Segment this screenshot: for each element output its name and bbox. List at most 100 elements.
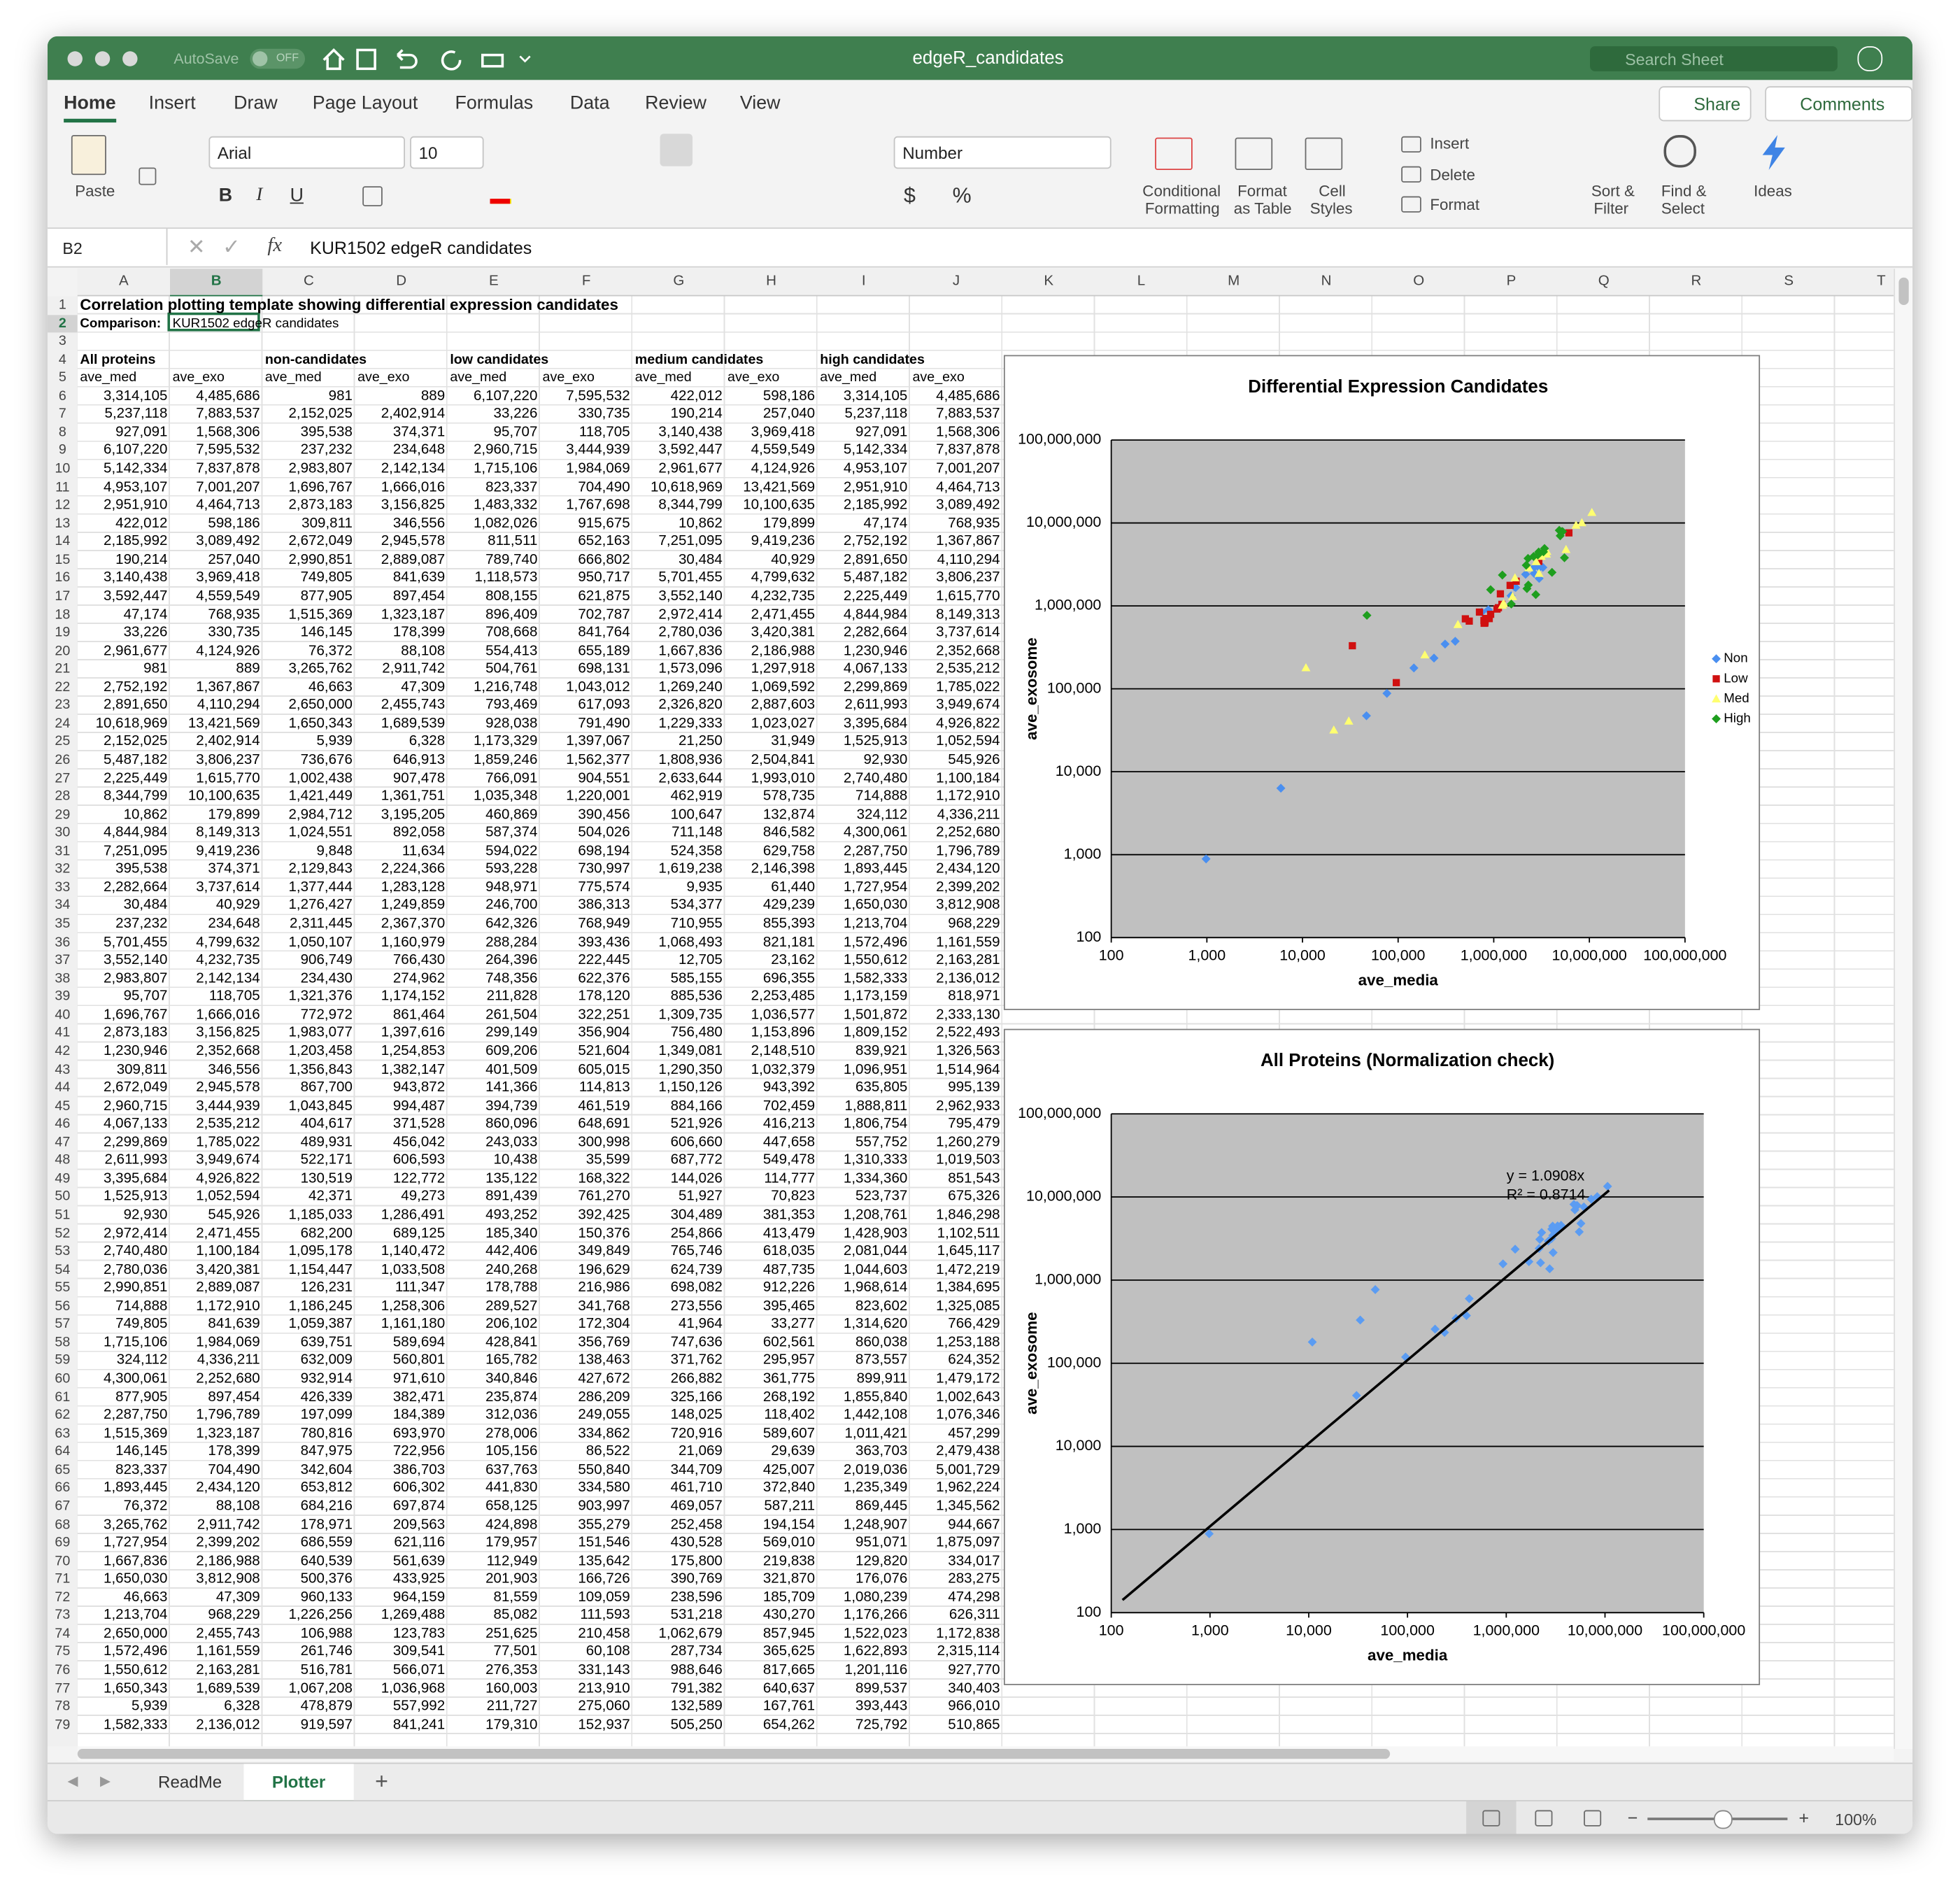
row-header[interactable]: 47 — [55, 1135, 71, 1150]
insert-icon[interactable] — [1401, 136, 1421, 153]
row-header[interactable]: 44 — [55, 1080, 71, 1096]
row-header[interactable]: 77 — [55, 1680, 71, 1696]
row-header[interactable]: 19 — [55, 625, 71, 641]
row-header[interactable]: 18 — [55, 607, 71, 623]
row-header[interactable]: 52 — [55, 1226, 71, 1241]
row-header[interactable]: 49 — [55, 1171, 71, 1186]
row-header[interactable]: 14 — [55, 534, 71, 549]
cell-styles-icon[interactable] — [1305, 137, 1343, 171]
row-header[interactable]: 46 — [55, 1116, 71, 1132]
row-header[interactable]: 31 — [55, 843, 71, 859]
row-header[interactable]: 68 — [55, 1517, 71, 1532]
row-header[interactable]: 73 — [55, 1608, 71, 1624]
row-header[interactable]: 24 — [55, 716, 71, 732]
share-button[interactable]: Share — [1659, 86, 1752, 122]
row-header[interactable]: 20 — [55, 643, 71, 659]
font-box[interactable]: Arial — [208, 136, 405, 169]
chart[interactable]: Differential Expression Candidates 100 1,0… — [1003, 355, 1761, 1010]
row-header[interactable]: 58 — [55, 1335, 71, 1350]
row-header[interactable]: 6 — [58, 388, 66, 404]
name-box[interactable]: B2 — [48, 229, 168, 265]
row-header[interactable]: 25 — [55, 734, 71, 750]
search-box[interactable]: Search Sheet — [1590, 46, 1838, 71]
bold-button[interactable]: B — [218, 185, 233, 206]
column-header[interactable]: C — [303, 274, 314, 289]
number-format-box[interactable]: Number — [893, 136, 1112, 169]
underline-button[interactable]: U — [290, 185, 304, 206]
sort-filter-label[interactable]: Filter — [1593, 199, 1629, 218]
row-header[interactable]: 16 — [55, 570, 71, 586]
zoom-in[interactable]: + — [1798, 1807, 1810, 1828]
row-header[interactable]: 66 — [55, 1480, 71, 1496]
close-button[interactable] — [67, 51, 83, 66]
row-header[interactable]: 42 — [55, 1044, 71, 1059]
row-header[interactable]: 32 — [55, 861, 71, 877]
font-color-icon[interactable] — [490, 199, 511, 204]
italic-button[interactable]: I — [256, 185, 263, 206]
row-header[interactable]: 2 — [47, 314, 78, 333]
column-header[interactable]: S — [1784, 274, 1794, 289]
horizontal-scrollbar[interactable] — [77, 1746, 1894, 1761]
row-header[interactable]: 78 — [55, 1699, 71, 1715]
format-as-table-icon[interactable] — [1235, 137, 1273, 171]
chart[interactable]: All Proteins (Normalization check) 100 1,0… — [1003, 1028, 1761, 1685]
row-header[interactable]: 55 — [55, 1280, 71, 1296]
row-header[interactable]: 53 — [55, 1244, 71, 1259]
row-header[interactable]: 57 — [55, 1317, 71, 1332]
column-header[interactable]: I — [861, 274, 866, 289]
row-header[interactable]: 29 — [55, 807, 71, 823]
row-header[interactable]: 50 — [55, 1189, 71, 1205]
page-layout-icon[interactable] — [1535, 1810, 1553, 1827]
column-header[interactable]: R — [1691, 274, 1702, 289]
redo-icon[interactable] — [441, 50, 462, 71]
row-header[interactable]: 13 — [55, 516, 71, 531]
row-header[interactable]: 76 — [55, 1662, 71, 1678]
vertical-scrollbar[interactable] — [1894, 269, 1913, 1749]
ribbon-tab[interactable]: Review — [645, 92, 706, 114]
column-header[interactable]: B — [170, 269, 263, 298]
row-header[interactable]: 10 — [55, 461, 71, 476]
page-break-icon[interactable] — [1584, 1810, 1602, 1827]
row-header[interactable]: 67 — [55, 1498, 71, 1514]
ribbon-tab[interactable]: Data — [569, 92, 610, 114]
sheet-tab[interactable]: ReadMe — [135, 1764, 245, 1800]
row-header[interactable]: 59 — [55, 1353, 71, 1368]
scroll-thumb[interactable] — [1898, 277, 1909, 306]
row-header[interactable]: 27 — [55, 770, 71, 786]
row-header[interactable]: 75 — [55, 1644, 71, 1660]
normal-view-icon[interactable] — [1482, 1810, 1500, 1827]
row-header[interactable]: 79 — [55, 1717, 71, 1733]
format-icon[interactable] — [1401, 196, 1421, 213]
autosave-toggle[interactable]: OFF — [250, 48, 306, 69]
ribbon-tab[interactable]: Home — [64, 92, 116, 114]
row-header[interactable]: 21 — [55, 661, 71, 677]
row-header[interactable]: 62 — [55, 1408, 71, 1423]
row-header[interactable]: 45 — [55, 1098, 71, 1114]
undo-icon[interactable] — [396, 49, 418, 69]
find-icon[interactable] — [1663, 134, 1696, 168]
ribbon-tab[interactable]: Formulas — [455, 92, 534, 114]
print-icon[interactable] — [481, 53, 504, 68]
column-header[interactable]: L — [1137, 274, 1146, 289]
add-sheet[interactable]: + — [375, 1768, 388, 1794]
zoom-button[interactable] — [122, 51, 138, 66]
row-header[interactable]: 70 — [55, 1553, 71, 1569]
align-bottom[interactable] — [660, 134, 693, 166]
row-header[interactable]: 28 — [55, 788, 71, 804]
percent-button[interactable]: % — [952, 183, 972, 208]
insert-label[interactable]: Insert — [1430, 134, 1470, 153]
row-header[interactable]: 37 — [55, 952, 71, 968]
sort-filter-label[interactable]: Sort & — [1591, 182, 1635, 200]
find-select-label[interactable]: Find & — [1661, 182, 1707, 200]
row-header[interactable]: 1 — [58, 297, 66, 313]
minimize-button[interactable] — [94, 51, 111, 66]
column-header[interactable]: N — [1321, 274, 1332, 289]
comments-button[interactable]: Comments — [1765, 86, 1913, 122]
prev-sheet[interactable]: ◀ — [67, 1773, 78, 1789]
home-icon[interactable] — [322, 48, 345, 71]
row-header[interactable]: 43 — [55, 1062, 71, 1077]
row-header[interactable]: 11 — [55, 479, 70, 495]
currency-button[interactable]: $ — [903, 183, 916, 208]
sheet-tab[interactable]: Plotter — [243, 1764, 354, 1803]
row-header[interactable]: 41 — [55, 1026, 71, 1041]
